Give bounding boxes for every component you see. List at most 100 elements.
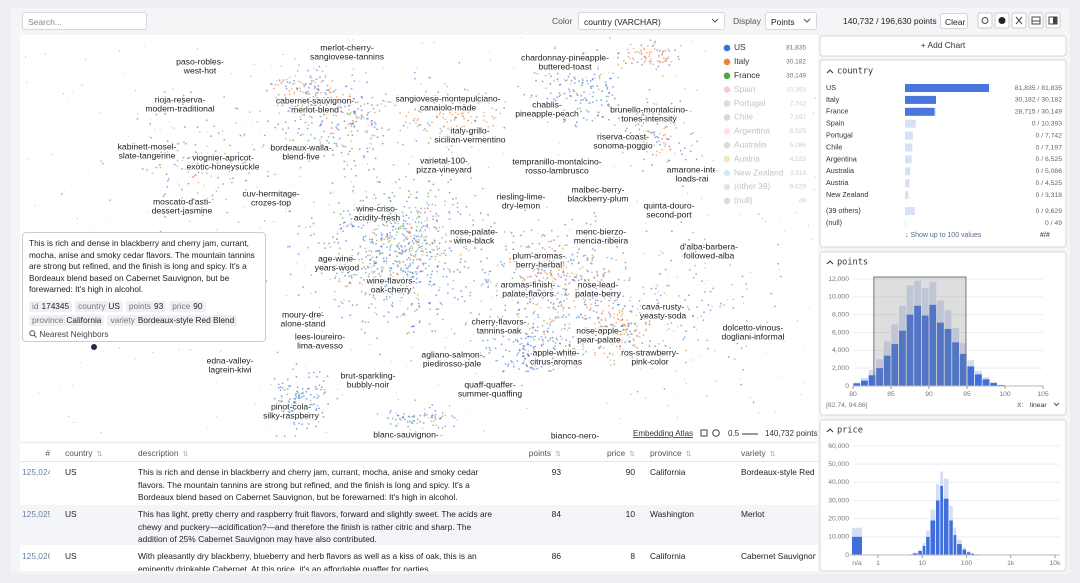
point <box>415 240 418 243</box>
point <box>323 392 325 395</box>
point <box>416 293 419 296</box>
clear-button[interactable]: Clear <box>940 13 968 29</box>
point <box>381 142 384 145</box>
point <box>200 152 203 154</box>
point <box>581 64 583 67</box>
point <box>556 262 559 265</box>
table-cell: US <box>65 467 77 477</box>
point <box>196 126 199 129</box>
point <box>647 45 649 47</box>
point <box>554 342 557 344</box>
point <box>551 284 554 287</box>
point <box>621 312 624 315</box>
bar-selected <box>905 107 935 116</box>
point <box>381 270 383 273</box>
point <box>457 298 459 301</box>
point <box>564 365 567 367</box>
point <box>550 75 552 78</box>
point <box>287 127 290 129</box>
point <box>395 418 397 421</box>
add-chart-button[interactable] <box>819 35 1067 57</box>
point <box>334 277 336 280</box>
point <box>453 134 456 136</box>
point <box>407 127 409 129</box>
point <box>429 280 432 283</box>
point <box>364 271 367 274</box>
point <box>350 130 353 133</box>
point <box>313 233 315 235</box>
point <box>673 330 675 332</box>
cluster-label: exotic-honeysuckle <box>186 161 259 171</box>
point <box>392 218 394 221</box>
point <box>149 125 151 127</box>
point <box>303 152 306 154</box>
point <box>346 285 349 288</box>
point <box>570 259 573 261</box>
point <box>294 58 296 60</box>
point <box>576 255 579 258</box>
point <box>343 299 345 301</box>
point <box>306 427 309 430</box>
point <box>406 307 409 310</box>
point <box>329 132 332 135</box>
point <box>447 97 449 99</box>
point <box>408 196 410 199</box>
point <box>166 185 169 188</box>
point <box>323 97 325 99</box>
point <box>589 307 592 310</box>
point <box>300 157 302 160</box>
point <box>303 85 306 88</box>
point <box>439 127 442 130</box>
point <box>367 169 370 171</box>
point <box>619 345 622 347</box>
point <box>690 359 692 361</box>
point <box>308 86 310 89</box>
point <box>545 293 547 296</box>
card-title: country <box>837 67 873 77</box>
point <box>356 304 358 306</box>
point <box>196 192 199 195</box>
point <box>440 99 442 102</box>
point <box>701 299 703 302</box>
point <box>415 273 418 275</box>
point <box>503 106 506 109</box>
point <box>584 235 587 238</box>
point <box>310 77 313 79</box>
point <box>294 102 297 105</box>
point <box>561 316 564 319</box>
point <box>181 168 183 170</box>
point <box>648 119 651 121</box>
point <box>211 198 214 201</box>
point <box>362 116 365 119</box>
cluster-label: blanc-sauvignon- <box>373 429 439 439</box>
point <box>582 348 584 351</box>
point <box>704 267 706 269</box>
display-select[interactable]: Points <box>765 12 817 30</box>
point <box>293 423 296 426</box>
point <box>655 150 658 153</box>
point <box>575 274 578 276</box>
point <box>176 181 178 183</box>
table-row: 125,025 US This has light, pretty cherry a… <box>20 505 818 545</box>
point <box>310 83 313 86</box>
point <box>228 144 231 147</box>
x-tick-label: 105 <box>1037 391 1049 398</box>
point <box>485 346 488 349</box>
point <box>740 383 743 386</box>
nearest-neighbors[interactable]: Nearest Neighbors <box>29 329 259 341</box>
point <box>366 221 369 224</box>
color-select[interactable]: country (VARCHAR) <box>578 12 725 30</box>
point <box>665 329 668 331</box>
point <box>540 296 543 298</box>
point <box>441 415 444 418</box>
point <box>612 72 614 75</box>
point <box>341 217 344 219</box>
point <box>530 94 532 96</box>
point <box>363 389 365 391</box>
search-box[interactable]: Search... <box>22 12 147 30</box>
point <box>141 168 144 170</box>
settings-icon[interactable] <box>977 12 993 29</box>
point <box>414 310 416 312</box>
point <box>297 397 299 399</box>
point <box>432 218 435 221</box>
